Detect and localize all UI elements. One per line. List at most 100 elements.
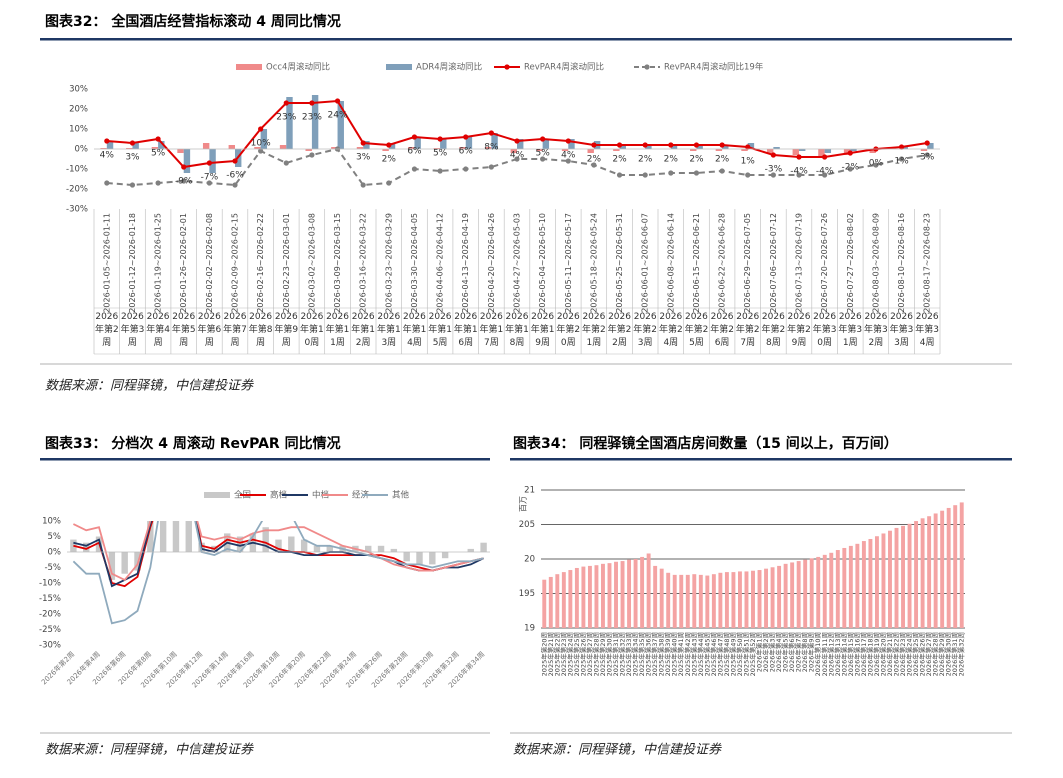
week-label: 2026年第5周 <box>171 312 196 348</box>
bar <box>737 571 742 628</box>
bar <box>601 563 605 628</box>
x-tick-label: 2026-06-01~2026-06-07 <box>641 213 650 313</box>
bar <box>835 550 840 628</box>
week-label: 2026年第17周 <box>479 312 504 348</box>
bar <box>305 149 312 151</box>
week-label: 2026年第12周 <box>351 312 376 348</box>
marker <box>924 140 930 146</box>
week-label: 2026年第4周 <box>146 312 170 348</box>
marker <box>565 158 571 164</box>
x-tick-label: 2025年第51周 <box>741 632 750 676</box>
x-tick-label: 2025年第20周 <box>539 632 548 676</box>
x-tick-label: 2025年第34周 <box>631 632 640 676</box>
data-label: 2% <box>664 155 679 165</box>
bar <box>773 147 780 149</box>
week-label: 2026年第15周 <box>428 312 452 348</box>
bar <box>542 139 550 149</box>
x-tick-label: 2026年第13周 <box>833 632 842 676</box>
marker <box>411 134 418 140</box>
y-tick-label: -10% <box>66 165 88 175</box>
bar <box>816 556 821 628</box>
x-tick-label: 2026年第21周 <box>885 632 894 676</box>
week-label: 2026年第13周 <box>376 312 401 348</box>
x-tick-label: 2026-03-30~2026-04-05 <box>410 213 419 313</box>
marker <box>540 156 546 162</box>
y-tick-label: -20% <box>39 610 61 620</box>
week-label: 2026年第2周 <box>94 312 119 348</box>
x-tick-label: 2025年第33周 <box>624 632 633 676</box>
legend-label: RevPAR4周滚动同比19年 <box>664 62 764 73</box>
marker <box>616 172 623 178</box>
bar <box>465 137 473 149</box>
marker <box>155 136 161 142</box>
marker <box>514 156 520 162</box>
x-tick-label: 2026-07-20~2026-07-26 <box>820 213 829 313</box>
bar <box>792 149 799 155</box>
bar <box>920 518 925 628</box>
week-label: 2026年第21周 <box>582 312 606 348</box>
bar <box>705 575 710 628</box>
marker <box>642 142 648 148</box>
week-label: 2026年第10周 <box>300 312 324 348</box>
marker <box>463 166 469 172</box>
bar <box>337 101 344 149</box>
x-tick-label: 2025年第39周 <box>663 632 672 676</box>
week-label: 2026年第14周 <box>402 312 427 348</box>
week-label: 2026年第20周 <box>556 312 581 348</box>
marker <box>206 160 212 166</box>
bar <box>286 97 293 149</box>
x-tick-label: 2026-08-10~2026-08-16 <box>897 213 906 313</box>
bar <box>843 149 851 155</box>
bar <box>933 513 938 628</box>
x-tick-label: 2025年第45周 <box>702 632 711 676</box>
marker <box>309 100 315 106</box>
x-tick-label: 2026年第9周 <box>807 632 816 672</box>
marker <box>488 164 494 170</box>
x-tick-label: 2026年第22周 <box>892 632 901 676</box>
week-label: 2026年第6周 <box>197 312 222 348</box>
marker <box>386 142 392 148</box>
x-tick-label: 2026年第3周 <box>768 632 777 672</box>
marker <box>847 150 853 156</box>
bar <box>747 143 755 149</box>
x-tick-label: 2026年第17周 <box>859 632 868 676</box>
bar <box>151 147 159 149</box>
bar <box>587 149 594 153</box>
y-tick-label: 21 <box>524 486 535 496</box>
bar <box>262 527 269 552</box>
x-tick-label: 2026年第1周 <box>755 632 764 672</box>
chart-title: 图表33： 分档次 4 周滚动 RevPAR 同比情况 <box>45 435 341 452</box>
data-label: 1% <box>741 157 756 167</box>
bar <box>356 147 364 149</box>
marker <box>668 170 674 176</box>
data-label: -7% <box>201 173 219 183</box>
y-tick-label: 5% <box>48 532 62 542</box>
week-label: 2026年第8周 <box>248 312 273 348</box>
week-label: 2026年第19周 <box>530 312 555 348</box>
plot-area <box>542 502 964 628</box>
x-tick-label: 2026年第15周 <box>846 632 855 676</box>
x-tick-label: 2026年第2周 <box>761 632 770 672</box>
bar <box>842 547 847 628</box>
bar <box>790 562 795 628</box>
x-tick-label: 2025年第46周 <box>709 632 718 676</box>
bar <box>868 538 873 628</box>
bar <box>275 539 282 552</box>
week-label: 2026年第24周 <box>658 312 683 348</box>
bar <box>627 559 632 628</box>
week-label: 2026年第33周 <box>889 312 914 348</box>
y-tick-label: -25% <box>39 625 61 635</box>
plot-area <box>100 95 934 188</box>
x-tick-label: 2026年第24周 <box>905 632 914 676</box>
bar <box>228 145 235 149</box>
marker <box>796 172 802 178</box>
x-tick-label: 2026-03-23~2026-03-29 <box>384 213 393 313</box>
marker <box>514 138 520 144</box>
data-label: 4% <box>100 151 115 161</box>
bar <box>100 148 107 149</box>
data-label: -4% <box>790 167 808 177</box>
bar <box>581 566 586 628</box>
marker <box>181 178 187 184</box>
x-tick-label: 2026-06-22~2026-06-28 <box>718 213 727 313</box>
